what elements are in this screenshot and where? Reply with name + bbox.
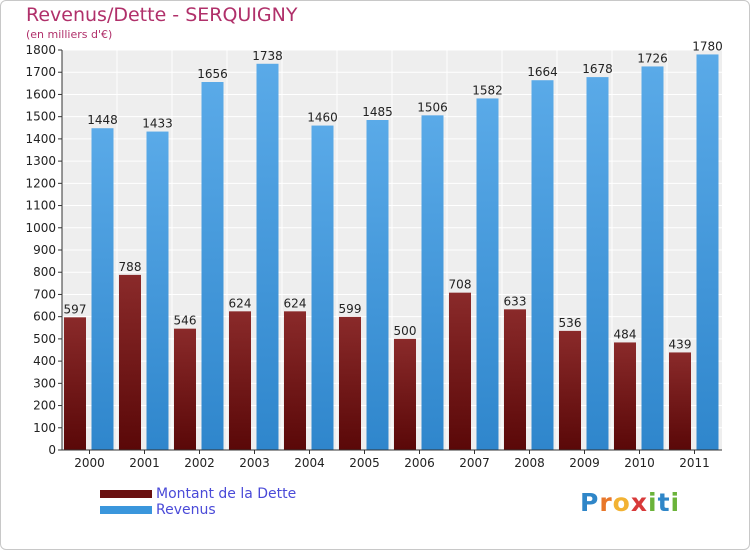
logo-letter-2: o [612,488,631,517]
data-label-debt-2001: 788 [119,260,142,274]
y-tick-label-800: 800 [33,265,56,279]
bar-debt-2006 [394,338,416,450]
bar-revenus-2011 [696,54,719,450]
logo-letter-4: i [648,488,658,517]
bar-revenus-2002 [201,82,224,450]
data-label-debt-2009: 536 [559,316,582,330]
bar-revenus-2010 [641,66,664,450]
x-tick-label-2002: 2002 [184,456,215,470]
data-label-debt-2006: 500 [394,324,417,338]
bar-debt-2005 [339,316,361,450]
bar-debt-2011 [669,352,691,450]
x-tick-label-2005: 2005 [349,456,380,470]
y-tick-label-1400: 1400 [25,132,56,146]
data-label-debt-2011: 439 [669,337,692,351]
data-label-revenus-2004: 1460 [307,111,338,125]
x-tick-label-2010: 2010 [624,456,655,470]
data-label-debt-2003: 624 [229,296,252,310]
bar-revenus-2005 [366,120,389,450]
logo-letter-1: r [599,488,613,517]
bar-revenus-2000 [91,128,114,450]
bar-debt-2002 [174,328,196,450]
bar-revenus-2006 [421,115,444,450]
data-label-debt-2005: 599 [339,302,362,316]
data-label-debt-2002: 546 [174,314,197,328]
y-tick-label-1800: 1800 [25,43,56,57]
data-label-revenus-2001: 1433 [142,117,173,131]
data-label-debt-2000: 597 [64,302,87,316]
legend-label-debt: Montant de la Dette [156,486,297,502]
y-tick-label-700: 700 [33,287,56,301]
y-tick-label-300: 300 [33,376,56,390]
bar-revenus-2008 [531,80,554,450]
y-tick-label-1000: 1000 [25,221,56,235]
data-label-revenus-2002: 1656 [197,67,228,81]
data-label-revenus-2005: 1485 [362,105,393,119]
data-label-revenus-2006: 1506 [417,100,448,114]
chart-title: Revenus/Dette - SERQUIGNY [26,4,298,26]
logo-letter-6: i [670,488,681,517]
data-label-revenus-2009: 1678 [582,62,613,76]
bar-debt-2010 [614,342,636,450]
y-tick-label-1600: 1600 [25,87,56,101]
legend: Montant de la Dette Revenus [100,486,360,518]
y-tick-label-900: 900 [33,243,56,257]
logo-letter-0: P [580,488,600,517]
x-tick-label-2008: 2008 [514,456,545,470]
y-tick-label-0: 0 [48,443,56,457]
chart-subtitle: (en milliers d'€) [26,28,113,41]
bar-revenus-2007 [476,98,499,450]
y-tick-label-400: 400 [33,354,56,368]
legend-label-revenus: Revenus [156,502,216,518]
data-label-revenus-2011: 1780 [692,39,723,53]
data-label-debt-2004: 624 [284,296,307,310]
y-tick-label-1300: 1300 [25,154,56,168]
proxiti-logo: Proxiti [580,488,680,517]
bar-revenus-2004 [311,125,334,451]
bar-debt-2003 [229,311,251,450]
y-tick-label-1700: 1700 [25,65,56,79]
bar-debt-2004 [284,311,306,450]
x-tick-label-2011: 2011 [679,456,710,470]
bar-debt-2008 [504,309,526,450]
data-label-revenus-2008: 1664 [527,65,558,79]
data-label-debt-2010: 484 [614,327,637,341]
bar-revenus-2003 [256,63,279,451]
data-label-revenus-2000: 1448 [87,113,118,127]
y-tick-label-500: 500 [33,332,56,346]
data-label-revenus-2010: 1726 [637,51,668,65]
x-tick-label-2007: 2007 [459,456,490,470]
x-tick-label-2006: 2006 [404,456,435,470]
y-tick-label-600: 600 [33,310,56,324]
x-tick-label-2009: 2009 [569,456,600,470]
x-tick-label-2003: 2003 [239,456,270,470]
bar-debt-2000 [64,317,86,450]
legend-item-revenus: Revenus [100,502,360,518]
y-tick-label-100: 100 [33,421,56,435]
y-tick-label-1500: 1500 [25,110,56,124]
legend-item-debt: Montant de la Dette [100,486,360,502]
data-label-revenus-2003: 1738 [252,49,283,63]
bar-revenus-2009 [586,77,609,450]
data-label-revenus-2007: 1582 [472,83,503,97]
legend-swatch-debt [100,490,152,498]
logo-letter-5: t [657,488,671,517]
x-tick-label-2004: 2004 [294,456,325,470]
data-label-debt-2007: 708 [449,278,472,292]
bar-debt-2009 [559,330,581,450]
y-tick-label-1100: 1100 [25,199,56,213]
x-tick-label-2001: 2001 [129,456,160,470]
y-tick-label-1200: 1200 [25,176,56,190]
logo-letter-3: x [630,488,648,517]
legend-swatch-revenus [100,506,152,514]
x-tick-label-2000: 2000 [74,456,105,470]
bar-debt-2007 [449,292,471,450]
bar-debt-2001 [119,274,141,450]
y-tick-label-200: 200 [33,399,56,413]
bar-revenus-2001 [146,131,169,451]
data-label-debt-2008: 633 [504,294,527,308]
